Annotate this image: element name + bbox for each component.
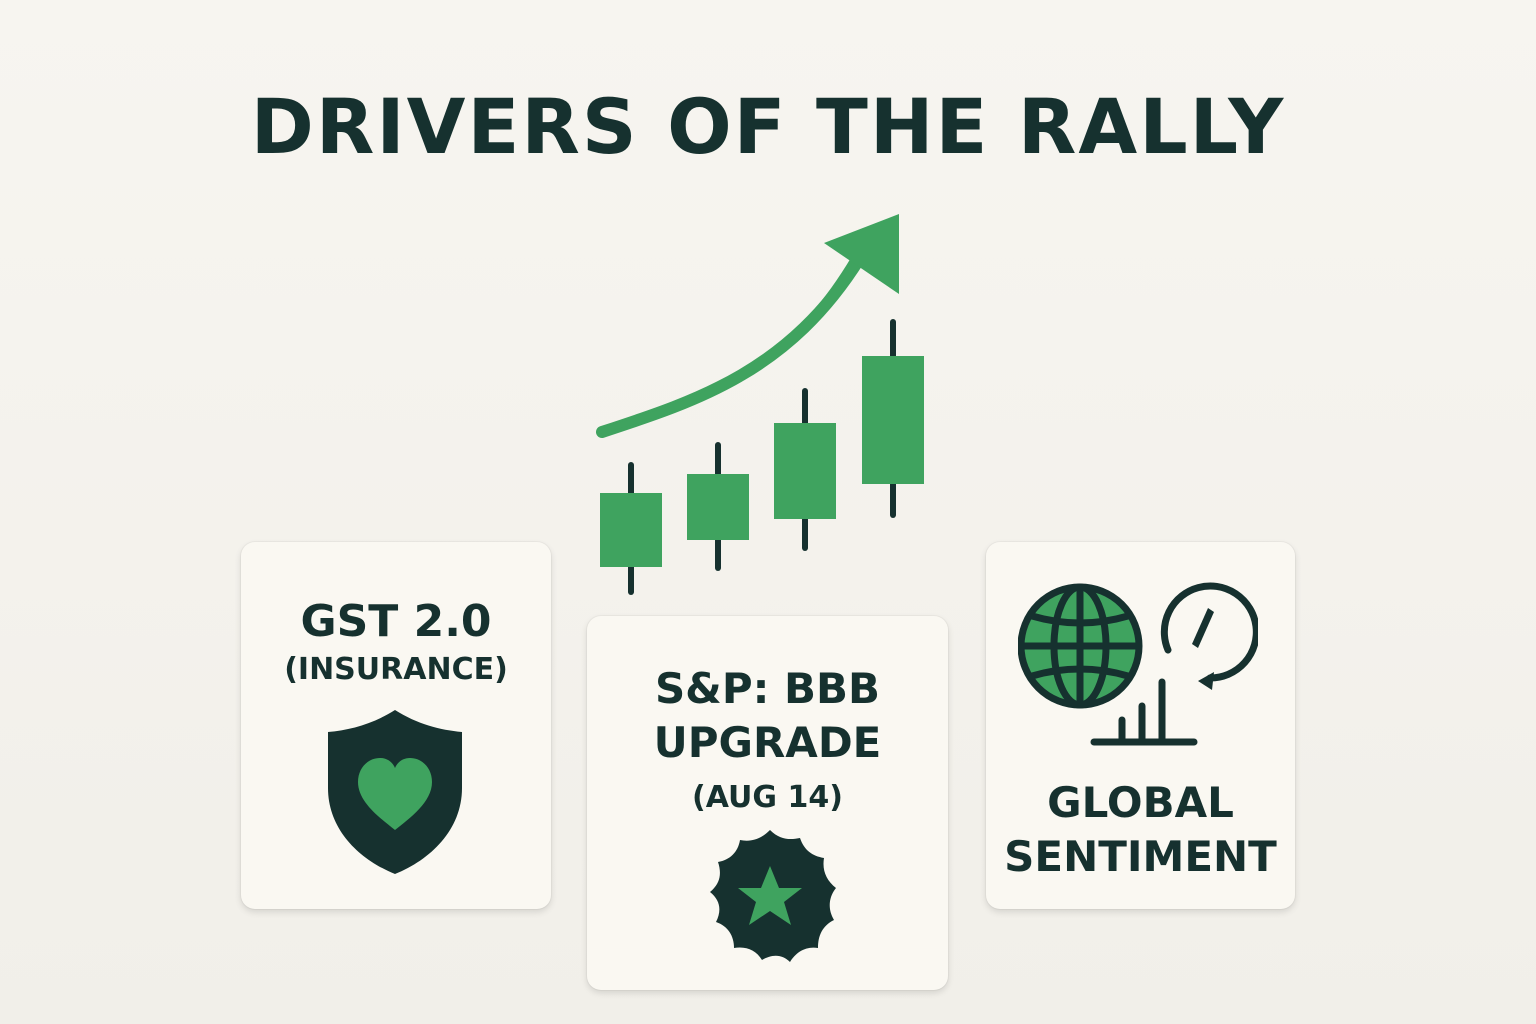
bar-chart-icon [1090, 678, 1198, 746]
card-global-title-line1: GLOBAL [1047, 778, 1234, 827]
shield-heart-icon [328, 710, 462, 874]
page-title: DRIVERS OF THE RALLY [250, 82, 1286, 171]
candlestick-2 [687, 442, 749, 571]
candlestick-3 [774, 388, 836, 551]
globe-icon [1018, 583, 1143, 709]
rally-chart-icon [596, 214, 924, 595]
card-sp-title-line2: UPGRADE [653, 718, 882, 767]
star-badge-icon [710, 830, 836, 962]
gauge-icon [1160, 582, 1258, 690]
candlestick-4 [862, 319, 924, 518]
card-gst-subtitle: (INSURANCE) [284, 652, 508, 687]
card-sp-title-line1: S&P: BBB [654, 664, 881, 713]
card-gst-title: GST 2.0 [300, 596, 492, 647]
rising-arrow-icon [596, 214, 899, 438]
card-global-title-line2: SENTIMENT [1004, 832, 1277, 881]
card-sp-date: (AUG 14) [692, 780, 843, 815]
globe-and-gauge-icon [1018, 582, 1258, 746]
candlestick-1 [600, 462, 662, 595]
